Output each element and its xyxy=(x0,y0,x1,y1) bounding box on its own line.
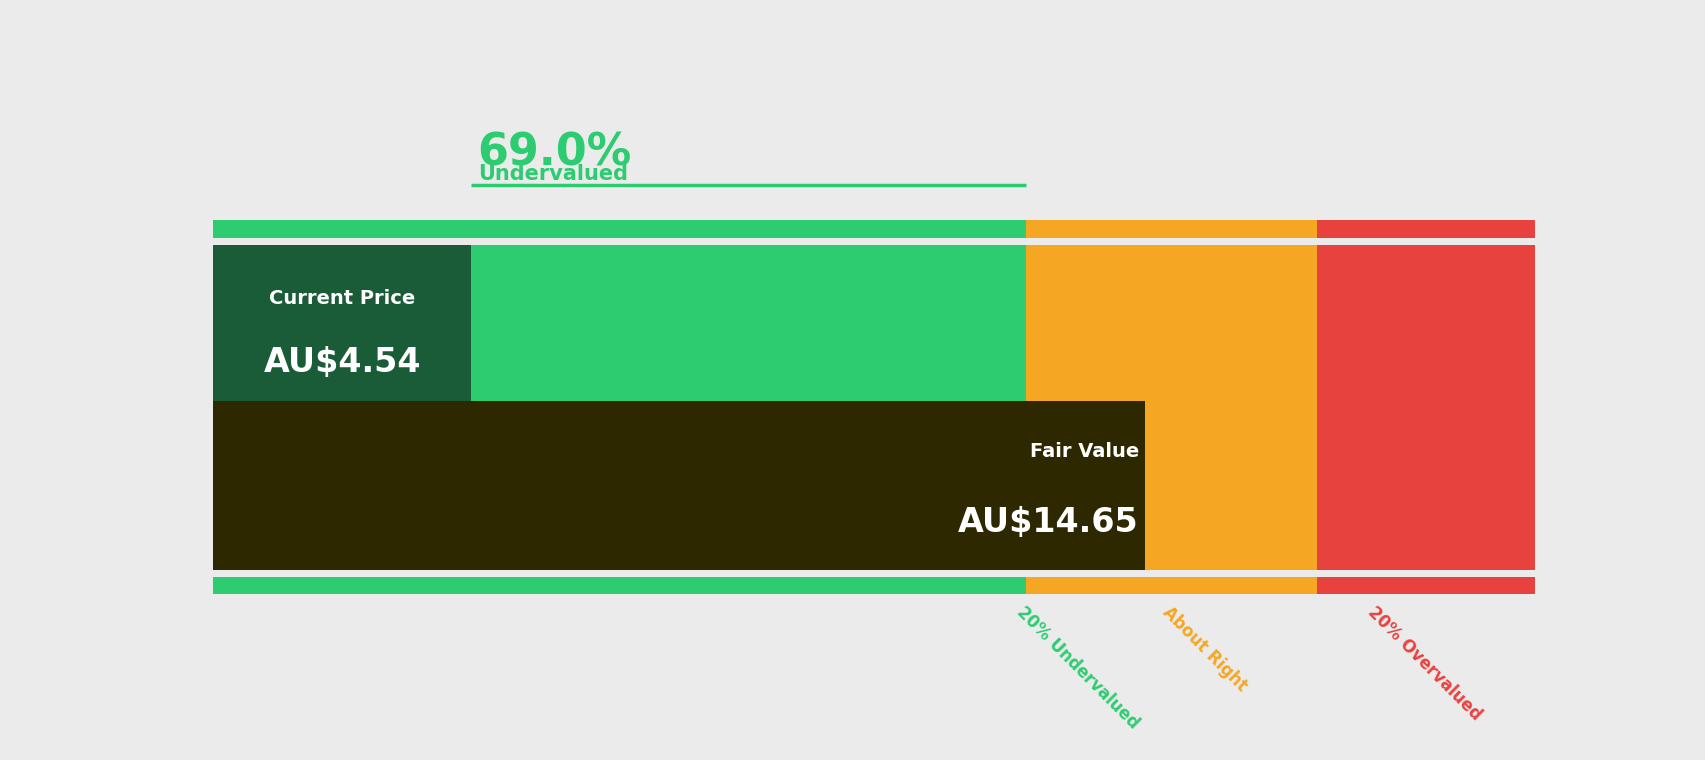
Bar xyxy=(1316,245,1534,570)
Bar xyxy=(1316,577,1534,594)
Bar xyxy=(213,245,1026,570)
Text: Fair Value: Fair Value xyxy=(1028,442,1139,461)
Bar xyxy=(1026,220,1316,237)
Text: 20% Undervalued: 20% Undervalued xyxy=(1013,603,1142,733)
Bar xyxy=(1026,577,1316,594)
Bar xyxy=(213,245,471,413)
Bar xyxy=(213,577,1026,594)
Text: About Right: About Right xyxy=(1158,603,1250,695)
Text: AU$4.54: AU$4.54 xyxy=(263,347,421,379)
Text: 69.0%: 69.0% xyxy=(477,131,631,174)
Bar xyxy=(213,401,1144,570)
Text: 20% Overvalued: 20% Overvalued xyxy=(1364,603,1483,724)
Text: AU$14.65: AU$14.65 xyxy=(958,506,1139,539)
Bar xyxy=(1026,245,1316,570)
Bar xyxy=(1316,220,1534,237)
Bar xyxy=(213,220,1026,237)
Text: Undervalued: Undervalued xyxy=(477,164,627,184)
Text: Current Price: Current Price xyxy=(269,289,414,308)
